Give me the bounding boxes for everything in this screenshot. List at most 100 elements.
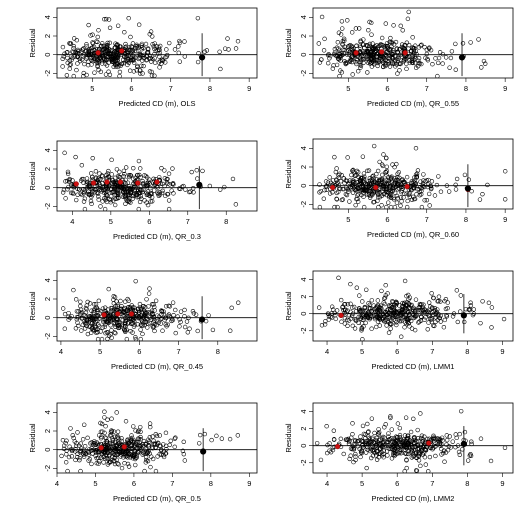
residual-point xyxy=(106,60,111,65)
residual-point xyxy=(147,421,153,426)
x-tick-label: 6 xyxy=(147,217,151,226)
residual-point xyxy=(154,44,159,49)
residual-point xyxy=(82,313,88,318)
residual-point xyxy=(110,59,115,64)
residual-point xyxy=(391,23,396,28)
x-tick-label: 6 xyxy=(132,479,136,488)
residual-point xyxy=(327,53,333,59)
residual-point xyxy=(144,190,149,196)
residual-point xyxy=(182,314,187,319)
residual-point xyxy=(106,69,111,74)
residual-point xyxy=(426,469,431,473)
residual-point xyxy=(226,47,231,52)
residual-point xyxy=(366,191,372,197)
residual-point xyxy=(450,314,456,319)
residual-point xyxy=(374,314,379,320)
residual-point xyxy=(151,314,157,320)
residual-point xyxy=(92,70,97,75)
residual-point xyxy=(468,453,474,458)
residual-point xyxy=(327,191,333,196)
residual-point xyxy=(145,46,151,51)
x-tick-label: 6 xyxy=(395,347,399,356)
residual-point xyxy=(128,439,133,444)
residual-point xyxy=(92,316,98,322)
residual-point xyxy=(140,179,145,184)
cutoff-point xyxy=(460,312,467,319)
residual-point xyxy=(436,174,441,179)
residual-point xyxy=(379,203,384,208)
residual-point xyxy=(128,34,133,40)
residual-point xyxy=(428,186,434,192)
residual-point xyxy=(190,186,196,191)
residual-point xyxy=(159,316,164,321)
residual-point xyxy=(367,41,373,47)
residual-point xyxy=(147,69,153,74)
residual-point xyxy=(130,196,136,201)
residual-point xyxy=(136,158,142,164)
residual-point xyxy=(420,307,425,312)
residual-point xyxy=(164,47,169,52)
residual-point xyxy=(378,305,383,311)
x-tick-label: 7 xyxy=(176,347,180,356)
residual-point xyxy=(67,444,72,449)
residual-point xyxy=(344,48,350,54)
residual-point xyxy=(343,61,348,67)
residual-point xyxy=(385,453,390,458)
y-axis-label: Residual xyxy=(284,291,293,321)
residual-point xyxy=(64,73,70,78)
residual-point xyxy=(206,313,211,318)
residual-point xyxy=(107,441,112,446)
residual-point xyxy=(409,58,415,64)
residual-point xyxy=(84,44,89,49)
residual-point xyxy=(466,177,472,182)
residual-point xyxy=(120,317,125,323)
residual-point xyxy=(134,68,139,73)
residual-point xyxy=(387,185,393,190)
x-tick-label: 5 xyxy=(360,347,364,356)
residual-point xyxy=(68,190,74,196)
residual-point xyxy=(427,454,433,460)
residual-point xyxy=(60,437,66,443)
residual-point xyxy=(388,317,393,323)
residual-point xyxy=(350,54,355,60)
residual-point xyxy=(412,180,417,186)
residual-point xyxy=(111,301,117,306)
residual-point xyxy=(73,49,78,54)
residual-point xyxy=(339,172,344,178)
residual-point xyxy=(392,164,397,170)
residual-point xyxy=(113,303,118,309)
residual-point xyxy=(387,193,392,199)
residual-point xyxy=(150,312,155,317)
residual-point xyxy=(98,204,103,209)
residual-point xyxy=(161,454,167,460)
x-tick-label: 4 xyxy=(70,217,74,226)
residual-point xyxy=(107,444,112,449)
residual-point xyxy=(354,309,359,314)
residual-point xyxy=(93,442,98,447)
residual-point xyxy=(422,44,427,50)
residual-point xyxy=(426,320,431,325)
residual-point xyxy=(163,430,169,436)
residual-point xyxy=(332,310,337,316)
residual-point xyxy=(349,446,355,452)
residual-point xyxy=(316,41,322,46)
residual-point xyxy=(127,447,132,452)
residual-point xyxy=(428,183,434,189)
residual-point xyxy=(399,334,404,339)
residual-point xyxy=(96,176,101,181)
residual-point xyxy=(366,179,371,184)
residual-point xyxy=(71,287,76,293)
residual-point xyxy=(178,309,184,314)
residual-point xyxy=(102,409,107,414)
residual-point xyxy=(369,298,375,303)
residual-point xyxy=(96,194,101,199)
residual-point xyxy=(369,64,375,69)
residual-point xyxy=(349,57,354,63)
residual-point xyxy=(433,443,438,449)
residual-point xyxy=(340,42,345,48)
residual-point xyxy=(144,181,150,186)
residual-point xyxy=(209,437,214,443)
residual-point xyxy=(354,43,359,48)
residual-point xyxy=(334,190,340,196)
residual-point xyxy=(62,51,67,56)
